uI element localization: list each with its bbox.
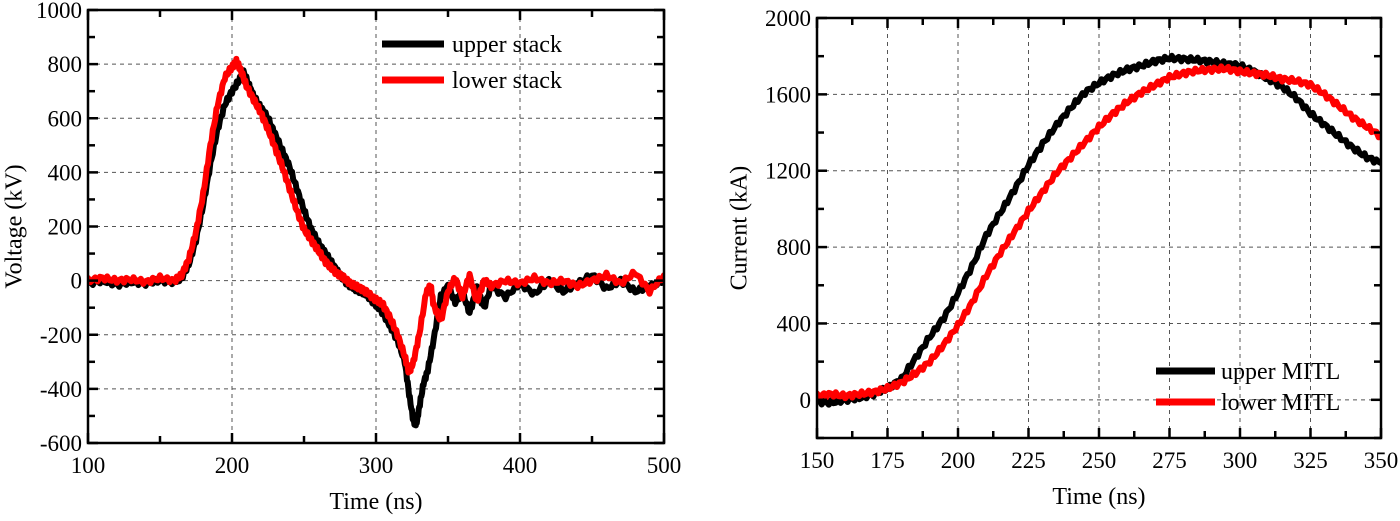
x-axis-title: Time (ns)	[329, 489, 422, 515]
legend-label: upper MITL	[1221, 359, 1340, 385]
series-line-lower-MITL	[817, 63, 1381, 402]
legend-label: lower MITL	[1221, 390, 1340, 416]
y-axis-title: Current (kA)	[727, 166, 753, 291]
y-tick-label: 200	[48, 215, 83, 240]
x-tick-label: 500	[647, 453, 682, 478]
legend: upper stack lower stack	[382, 32, 562, 94]
x-tick-label: 300	[359, 453, 394, 478]
grid	[817, 18, 1381, 438]
legend-label: lower stack	[452, 68, 562, 94]
y-tick-label: 2000	[765, 6, 811, 31]
x-tick-label: 200	[215, 453, 250, 478]
current-chart: 150 175 200 225 250 275 300 325 350 0 400 800 1200 16…	[727, 6, 1399, 510]
legend: upper MITL lower MITL	[1156, 359, 1340, 416]
x-tick-label: 275	[1152, 448, 1187, 473]
x-tick-label: 175	[870, 448, 905, 473]
y-tick-label: 0	[800, 388, 812, 413]
y-tick-label: 0	[71, 269, 83, 294]
x-tick-label: 250	[1082, 448, 1117, 473]
y-tick-label: -200	[40, 323, 82, 348]
axis-ticks	[815, 16, 1383, 440]
y-axis-title: Voltage (kV)	[2, 164, 28, 288]
y-tick-label: 1200	[765, 159, 811, 184]
series-group	[817, 52, 1381, 408]
y-tick-label: 600	[48, 106, 83, 131]
series-line-lower-stack	[88, 55, 664, 376]
x-tick-label: 350	[1364, 448, 1399, 473]
y-tick-label: 1000	[36, 0, 82, 23]
y-tick-label: 400	[48, 160, 83, 185]
legend-label: upper stack	[452, 32, 562, 58]
x-tick-label: 200	[941, 448, 976, 473]
x-axis-title: Time (ns)	[1052, 484, 1145, 510]
x-tick-label: 100	[71, 453, 106, 478]
x-tick-label: 325	[1293, 448, 1328, 473]
y-tick-label: -600	[40, 431, 82, 456]
x-tick-label: 225	[1011, 448, 1046, 473]
series-group	[88, 55, 664, 429]
x-tick-label: 150	[800, 448, 835, 473]
x-tick-label: 300	[1223, 448, 1258, 473]
y-tick-label: 1600	[765, 82, 811, 107]
y-tick-label: 800	[48, 52, 83, 77]
y-tick-label: -400	[40, 377, 82, 402]
series-line-upper-MITL	[817, 52, 1381, 408]
voltage-chart: 100 200 300 400 500 -600 -400 -200 0 200 400 600 800…	[2, 0, 682, 515]
y-tick-label: 800	[777, 235, 812, 260]
x-tick-label: 400	[503, 453, 538, 478]
axis-ticks	[86, 8, 666, 445]
grid	[88, 10, 664, 443]
y-tick-label: 400	[777, 311, 812, 336]
